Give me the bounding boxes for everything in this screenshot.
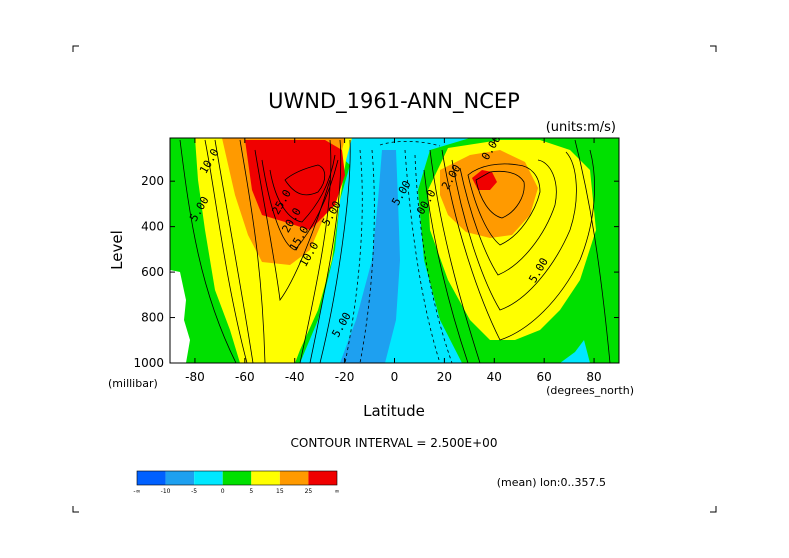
x-tick-label: -20 bbox=[335, 370, 355, 384]
y-unit-label: (millibar) bbox=[108, 377, 158, 390]
colorbar-frame bbox=[136, 470, 338, 486]
colorbar-swatch bbox=[251, 471, 280, 485]
colorbar-swatch bbox=[279, 471, 309, 485]
colorbar-swatch bbox=[222, 471, 252, 485]
colorbar-swatch bbox=[165, 471, 195, 485]
fill-red-sh bbox=[245, 140, 345, 230]
x-unit-label: (degrees_north) bbox=[546, 384, 634, 397]
corner-marks bbox=[72, 45, 717, 513]
colorbar: -∞ -10 -5 0 5 15 25 ∞ bbox=[133, 470, 340, 495]
fill-blue-core bbox=[340, 150, 400, 363]
x-axis-title: Latitude bbox=[363, 402, 425, 420]
x-axis: -80 -60 -40 -20 0 20 40 60 80 bbox=[185, 138, 602, 384]
y-tick-label: 1000 bbox=[133, 356, 164, 370]
x-tick-label: 80 bbox=[586, 370, 601, 384]
colorbar-tick-label: ∞ bbox=[335, 488, 340, 495]
y-tick-label: 200 bbox=[141, 174, 164, 188]
x-tick-label: -40 bbox=[285, 370, 305, 384]
x-tick-label: -80 bbox=[185, 370, 205, 384]
chart-title: UWND_1961-ANN_NCEP bbox=[268, 89, 520, 114]
colorbar-tick-label: 25 bbox=[305, 488, 313, 495]
x-tick-label: 20 bbox=[437, 370, 452, 384]
x-tick-label: 60 bbox=[537, 370, 552, 384]
missing-data-patch bbox=[170, 270, 190, 363]
colorbar-tick-label: 0 bbox=[221, 488, 225, 495]
x-tick-label: -60 bbox=[235, 370, 255, 384]
colorbar-tick-label: 15 bbox=[276, 488, 284, 495]
units-label: (units:m/s) bbox=[546, 120, 616, 135]
y-tick-label: 600 bbox=[141, 265, 164, 279]
colorbar-swatch bbox=[194, 471, 223, 485]
contour-interval-text: CONTOUR INTERVAL = 2.500E+00 bbox=[291, 436, 498, 450]
y-tick-label: 400 bbox=[141, 220, 164, 234]
contour-field: 10.05.00 25.020.015.010.05.005.005.00 00.0… bbox=[170, 138, 619, 363]
fill-red-nh bbox=[472, 170, 497, 190]
y-axis-title: Level bbox=[108, 230, 126, 270]
fill-orange-nh bbox=[440, 150, 538, 238]
y-tick-label: 800 bbox=[141, 311, 164, 325]
y-axis: 200 400 600 800 1000 bbox=[133, 174, 619, 370]
colorbar-tick-label: -5 bbox=[191, 488, 197, 495]
colorbar-tick-label: 5 bbox=[249, 488, 253, 495]
colorbar-tick-label: -10 bbox=[161, 488, 171, 495]
mean-lon-text: (mean) lon:0..357.5 bbox=[497, 476, 606, 489]
contour-lines bbox=[179, 139, 611, 363]
colorbar-swatch bbox=[308, 471, 337, 485]
fill-cyan-bottom-right bbox=[560, 340, 590, 363]
colorbar-swatch bbox=[137, 471, 166, 485]
x-tick-label: 0 bbox=[391, 370, 399, 384]
x-tick-label: 40 bbox=[487, 370, 502, 384]
colorbar-tick-label: -∞ bbox=[133, 488, 140, 495]
contour-lines-dashed bbox=[344, 140, 453, 363]
